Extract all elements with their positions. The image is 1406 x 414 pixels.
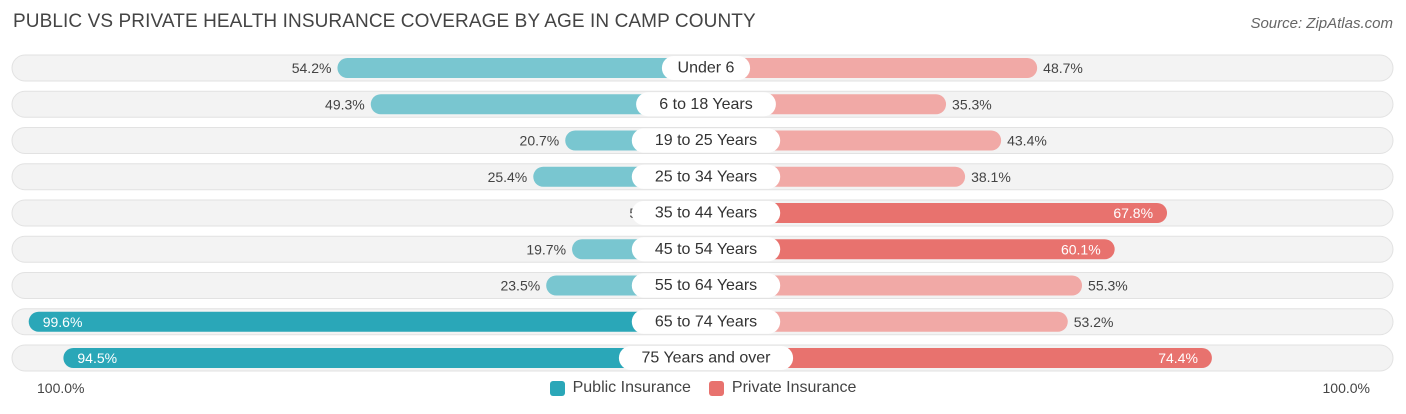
private-bar — [706, 58, 1038, 78]
legend-label-public: Public Insurance — [572, 379, 691, 396]
public-bar — [63, 348, 706, 368]
category-pill — [631, 201, 781, 225]
source-credit: Source: ZipAtlas.com — [1250, 15, 1393, 32]
category-pill — [631, 309, 781, 334]
category-label: 55 to 64 Years — [655, 277, 757, 294]
category-label: 25 to 34 Years — [655, 168, 757, 185]
private-value-label: 38.1% — [971, 169, 1011, 185]
private-bar — [706, 239, 1115, 260]
chart-row: 49.3% 35.3% 6 to 18 Years — [11, 90, 1394, 118]
category-pill — [636, 92, 776, 117]
public-value-label: 99.6% — [43, 314, 83, 330]
category-pill — [631, 164, 781, 189]
private-value-label: 60.1% — [1061, 241, 1101, 257]
private-value-label: 35.3% — [952, 96, 992, 112]
chart-row: 54.2% 48.7% Under 6 — [11, 54, 1394, 82]
category-label: 35 to 44 Years — [655, 205, 757, 222]
chart-row: 23.5% 55.3% 55 to 64 Years — [11, 272, 1394, 299]
private-value-label: 43.4% — [1007, 133, 1047, 149]
public-value-label: 23.5% — [500, 278, 540, 294]
private-value-label: 67.8% — [1113, 205, 1153, 221]
chart-row: 99.6% 53.2% 65 to 74 Years — [11, 308, 1394, 336]
category-label: 45 to 54 Years — [655, 241, 757, 258]
axis-right-label: 100.0% — [1322, 380, 1370, 396]
chart-row: 25.4% 38.1% 25 to 34 Years — [11, 163, 1394, 191]
public-bar — [370, 94, 706, 115]
chart-row: 94.5% 74.4% 75 Years and over — [11, 344, 1394, 372]
chart-row: 19.7% 60.1% 45 to 54 Years — [11, 235, 1394, 263]
private-value-label: 53.2% — [1074, 314, 1114, 330]
category-label: 65 to 74 Years — [655, 313, 757, 330]
public-value-label: 20.7% — [520, 133, 560, 149]
private-bar — [706, 311, 1068, 332]
category-label: Under 6 — [678, 60, 735, 77]
category-pill — [631, 128, 781, 153]
category-label: 6 to 18 Years — [659, 96, 752, 113]
private-bar — [706, 348, 1212, 368]
legend-item-private[interactable]: Private Insurance — [708, 379, 857, 397]
public-bar — [337, 58, 706, 78]
public-value-label: 49.3% — [325, 96, 365, 112]
private-bar — [706, 203, 1168, 223]
public-value-label: 54.2% — [292, 60, 332, 76]
legend-swatch-private — [708, 380, 724, 396]
private-bar — [706, 275, 1083, 296]
legend-label-private: Private Insurance — [731, 379, 857, 396]
legend: Public Insurance Private Insurance — [0, 379, 1406, 397]
public-bar — [28, 311, 707, 332]
public-value-label: 94.5% — [77, 350, 117, 366]
chart-row: 5.7%67.8%35 to 44 Years — [11, 199, 1394, 227]
category-label: 19 to 25 Years — [655, 132, 757, 149]
legend-swatch-public — [549, 380, 565, 396]
category-label: 75 Years and over — [642, 350, 772, 367]
chart-title: PUBLIC VS PRIVATE HEALTH INSURANCE COVER… — [13, 11, 756, 32]
public-value-label: 25.4% — [488, 169, 528, 185]
category-pill — [661, 56, 751, 80]
private-value-label: 74.4% — [1158, 350, 1198, 366]
private-bar — [706, 130, 1002, 151]
category-pill — [631, 273, 781, 298]
axis-left-label: 100.0% — [37, 380, 85, 396]
category-pill — [631, 237, 781, 262]
private-value-label: 48.7% — [1043, 60, 1083, 76]
private-value-label: 55.3% — [1088, 278, 1128, 294]
public-value-label: 19.7% — [526, 241, 566, 257]
category-pill — [618, 346, 794, 370]
legend-item-public[interactable]: Public Insurance — [549, 379, 691, 397]
chart-row: 20.7% 43.4% 19 to 25 Years — [11, 127, 1394, 154]
